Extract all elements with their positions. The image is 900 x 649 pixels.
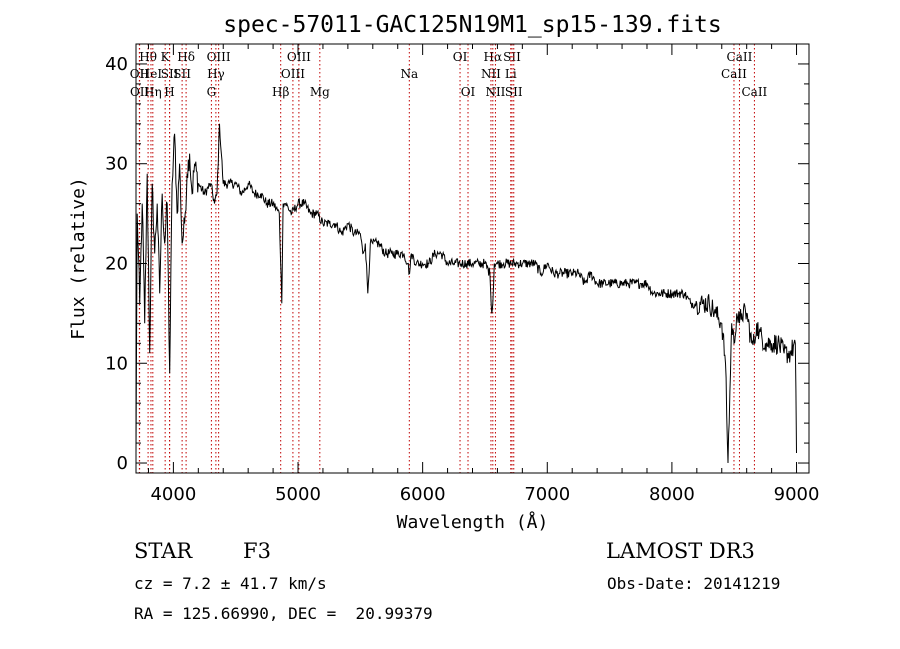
line-marker-label: OIII bbox=[287, 50, 311, 64]
subclass: F3 bbox=[243, 539, 271, 563]
coordinates: RA = 125.66990, DEC = 20.99379 bbox=[134, 604, 433, 623]
plot-area bbox=[135, 123, 797, 464]
redshift-text: cz = 7.2 ± 41.7 km/s bbox=[134, 574, 327, 593]
line-marker-label: G bbox=[207, 85, 217, 99]
line-marker-label: HeI bbox=[140, 67, 163, 81]
line-marker-label: H bbox=[164, 85, 174, 99]
line-marker-label: Hα bbox=[484, 50, 503, 64]
line-marker-label: NII bbox=[481, 67, 501, 81]
x-tick-label: 8000 bbox=[649, 484, 695, 505]
line-marker-label: OII bbox=[130, 67, 150, 81]
line-marker-label: CaII bbox=[721, 67, 747, 81]
line-marker-label: CaII bbox=[727, 50, 753, 64]
line-marker-label: OIII bbox=[207, 50, 231, 64]
obs-date: Obs-Date: 20141219 bbox=[607, 574, 781, 593]
y-tick-label: 20 bbox=[105, 253, 128, 274]
x-tick-label: 4000 bbox=[150, 484, 196, 505]
line-marker-label: Hβ bbox=[272, 85, 289, 99]
x-tick-label: 7000 bbox=[524, 484, 570, 505]
line-marker-label: SII bbox=[173, 67, 191, 81]
line-marker-label: Li bbox=[505, 67, 517, 81]
line-marker-label: OI bbox=[461, 85, 476, 99]
y-tick-label: 0 bbox=[117, 453, 128, 474]
chart-title: spec-57011-GAC125N19M1_sp15-139.fits bbox=[223, 12, 722, 38]
line-marker-label: SII bbox=[505, 85, 523, 99]
y-tick-label: 30 bbox=[105, 154, 128, 175]
line-marker-label: Mg bbox=[310, 85, 330, 99]
survey-label: LAMOST DR3 bbox=[606, 539, 755, 563]
spectrum-line bbox=[135, 123, 797, 464]
line-marker-label: K bbox=[161, 50, 171, 64]
chart-text: spec-57011-GAC125N19M1_sp15-139.fits 4000… bbox=[68, 12, 819, 533]
line-marker-label: Na bbox=[400, 67, 418, 81]
axes bbox=[135, 43, 810, 474]
x-axis-label: Wavelength (Å) bbox=[397, 511, 549, 533]
x-tick-label: 6000 bbox=[400, 484, 446, 505]
line-marker-label: Hγ bbox=[207, 67, 225, 81]
y-tick-label: 10 bbox=[105, 353, 128, 374]
line-marker-label: SII bbox=[161, 67, 179, 81]
line-marker-label: NII bbox=[485, 85, 505, 99]
plot-frame bbox=[135, 43, 810, 474]
line-marker-label: Hδ bbox=[177, 50, 195, 64]
line-marker-label: CaII bbox=[741, 85, 767, 99]
line-marker-label: OI bbox=[453, 50, 468, 64]
line-marker-label: Hη bbox=[144, 85, 162, 99]
line-marker-label: OIII bbox=[281, 67, 305, 81]
y-tick-label: 40 bbox=[105, 54, 128, 75]
line-marker-label: Hθ bbox=[139, 50, 157, 64]
line-marker-label: OII bbox=[130, 85, 150, 99]
x-tick-label: 5000 bbox=[275, 484, 321, 505]
line-marker-label: SII bbox=[503, 50, 521, 64]
y-axis-label: Flux (relative) bbox=[68, 177, 89, 340]
object-class: STAR bbox=[134, 539, 193, 563]
x-tick-label: 9000 bbox=[774, 484, 820, 505]
